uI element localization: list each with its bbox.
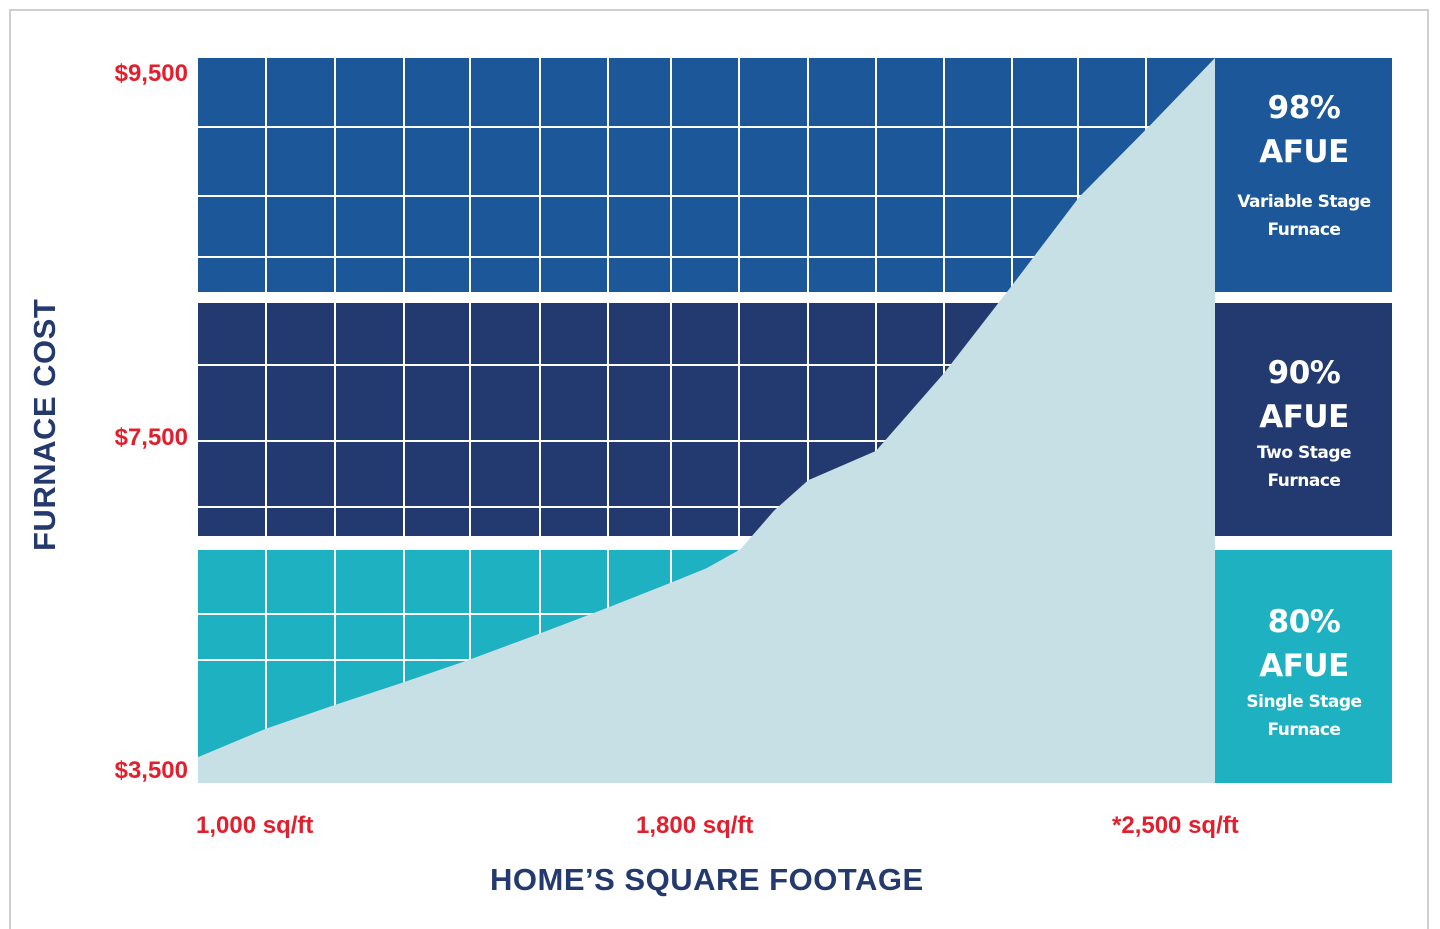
x-tick-label-1800: 1,800 sq/ft (636, 812, 754, 839)
y-tick-label-9500: $9,500 (114, 60, 188, 87)
band-label-98: 98% AFUE Variable Stage Furnace (1216, 86, 1392, 244)
band-desc1-80: Single Stage (1246, 692, 1362, 712)
band-pct-80: 80% (1267, 604, 1341, 640)
x-tick-label-2500: *2,500 sq/ft (1112, 812, 1239, 839)
x-tick-label-1000: 1,000 sq/ft (196, 812, 314, 839)
x-axis-title: HOME’S SQUARE FOOTAGE (490, 862, 924, 897)
band-afue-90: AFUE (1259, 399, 1349, 435)
band-desc2-98: Furnace (1267, 220, 1341, 240)
cost-area (198, 58, 1215, 783)
chart-frame (9, 9, 1429, 929)
band-desc1-90: Two Stage (1256, 443, 1352, 463)
y-axis-title: FURNACE COST (27, 298, 62, 551)
band-pct-90: 90% (1267, 355, 1341, 391)
band-afue-98: AFUE (1259, 134, 1349, 170)
band-label-90: 90% AFUE Two Stage Furnace (1216, 351, 1392, 495)
y-tick-label-3500: $3,500 (114, 757, 188, 784)
band-desc2-90: Furnace (1267, 471, 1341, 491)
band-desc1-98: Variable Stage (1237, 192, 1371, 212)
band-label-80: 80% AFUE Single Stage Furnace (1216, 600, 1392, 744)
band-afue-80: AFUE (1259, 648, 1349, 684)
band-pct-98: 98% (1267, 90, 1341, 126)
y-tick-label-7500: $7,500 (114, 424, 188, 451)
band-desc2-80: Furnace (1267, 720, 1341, 740)
